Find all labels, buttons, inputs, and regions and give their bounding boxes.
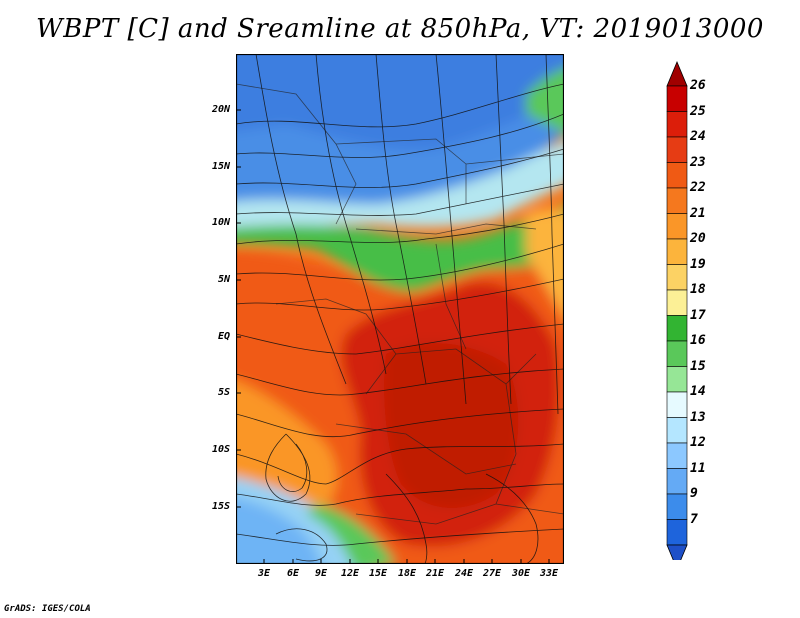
lon-label-33e: 33E (539, 568, 559, 579)
lon-label-27e: 27E (482, 568, 502, 579)
colorbar-cell-26 (666, 85, 688, 112)
lon-label-9e: 9E (314, 568, 328, 579)
colorbar-cell-24 (666, 136, 688, 163)
region-sahel-green (236, 206, 564, 294)
colorbar-bottom-arrow (666, 544, 688, 560)
colorbar-cell-25 (666, 111, 688, 138)
colorbar-label-7: 7 (690, 511, 698, 527)
lat-label-20n: 20N (211, 104, 230, 115)
lon-label-15e: 15E (368, 568, 388, 579)
colorbar-cell-15 (666, 366, 688, 393)
colorbar-cell-18 (666, 289, 688, 316)
colorbar-cell-13 (666, 417, 688, 444)
lat-label-5n: 5N (217, 274, 230, 285)
colorbar-label-13: 13 (690, 409, 706, 425)
colorbar-label-20: 20 (690, 231, 706, 246)
colorbar-cell-22 (666, 187, 688, 214)
lon-label-30e: 30E (511, 568, 531, 579)
colorbar-cell-16 (666, 340, 688, 367)
streamlines (236, 54, 564, 564)
lon-label-21e: 21E (425, 568, 445, 579)
colorbar-label-21: 21 (690, 205, 706, 221)
colorbar-label-14: 14 (690, 384, 706, 399)
colorbar-label-9: 9 (690, 486, 698, 501)
colorbar-cell-17 (666, 315, 688, 342)
colorbar-label-16: 16 (690, 333, 706, 348)
map-frame (236, 54, 564, 564)
lon-label-24e: 24E (454, 568, 474, 579)
colorbar-label-25: 25 (690, 103, 706, 119)
lat-label-10n: 10N (211, 217, 230, 228)
wbpt-streamline-map (236, 54, 564, 564)
colorbar (666, 60, 688, 560)
colorbar-label-22: 22 (690, 180, 706, 195)
region-sahel-mid (236, 142, 564, 233)
colorbar-cell-7 (666, 519, 688, 546)
chart-title: WBPT [C] and Sreamline at 850hPa, VT: 20… (36, 14, 764, 44)
lon-label-18e: 18E (397, 568, 417, 579)
lat-label-15s: 15S (211, 501, 230, 512)
colorbar-label-12: 12 (690, 435, 706, 450)
lat-label-10s: 10S (211, 444, 230, 455)
colorbar-cell-20 (666, 238, 688, 265)
lon-label-6e: 6E (286, 568, 300, 579)
colorbar-label-15: 15 (690, 358, 706, 374)
colorbar-cell-11 (666, 468, 688, 495)
lat-label-5s: 5S (217, 387, 230, 398)
colorbar-cell-14 (666, 391, 688, 418)
lon-label-12e: 12E (340, 568, 360, 579)
colorbar-label-19: 19 (690, 256, 706, 272)
colorbar-label-26: 26 (690, 78, 706, 93)
colorbar-top-arrow (666, 60, 688, 87)
lon-label-3e: 3E (257, 568, 271, 579)
colorbar-cell-21 (666, 213, 688, 240)
lat-label-eq: EQ (217, 331, 230, 342)
colorbar-cell-9 (666, 493, 688, 520)
colorbar-label-11: 11 (690, 460, 706, 476)
colorbar-cell-23 (666, 162, 688, 189)
colorbar-cell-12 (666, 442, 688, 469)
colorbar-cell-19 (666, 264, 688, 291)
colorbar-label-24: 24 (690, 129, 706, 144)
credit-text: GrADS: IGES/COLA (4, 604, 91, 614)
colorbar-label-23: 23 (690, 154, 706, 170)
map-panel (236, 54, 564, 564)
colorbar-label-18: 18 (690, 282, 706, 297)
lat-label-15n: 15N (211, 161, 230, 172)
colorbar-label-17: 17 (690, 307, 706, 323)
